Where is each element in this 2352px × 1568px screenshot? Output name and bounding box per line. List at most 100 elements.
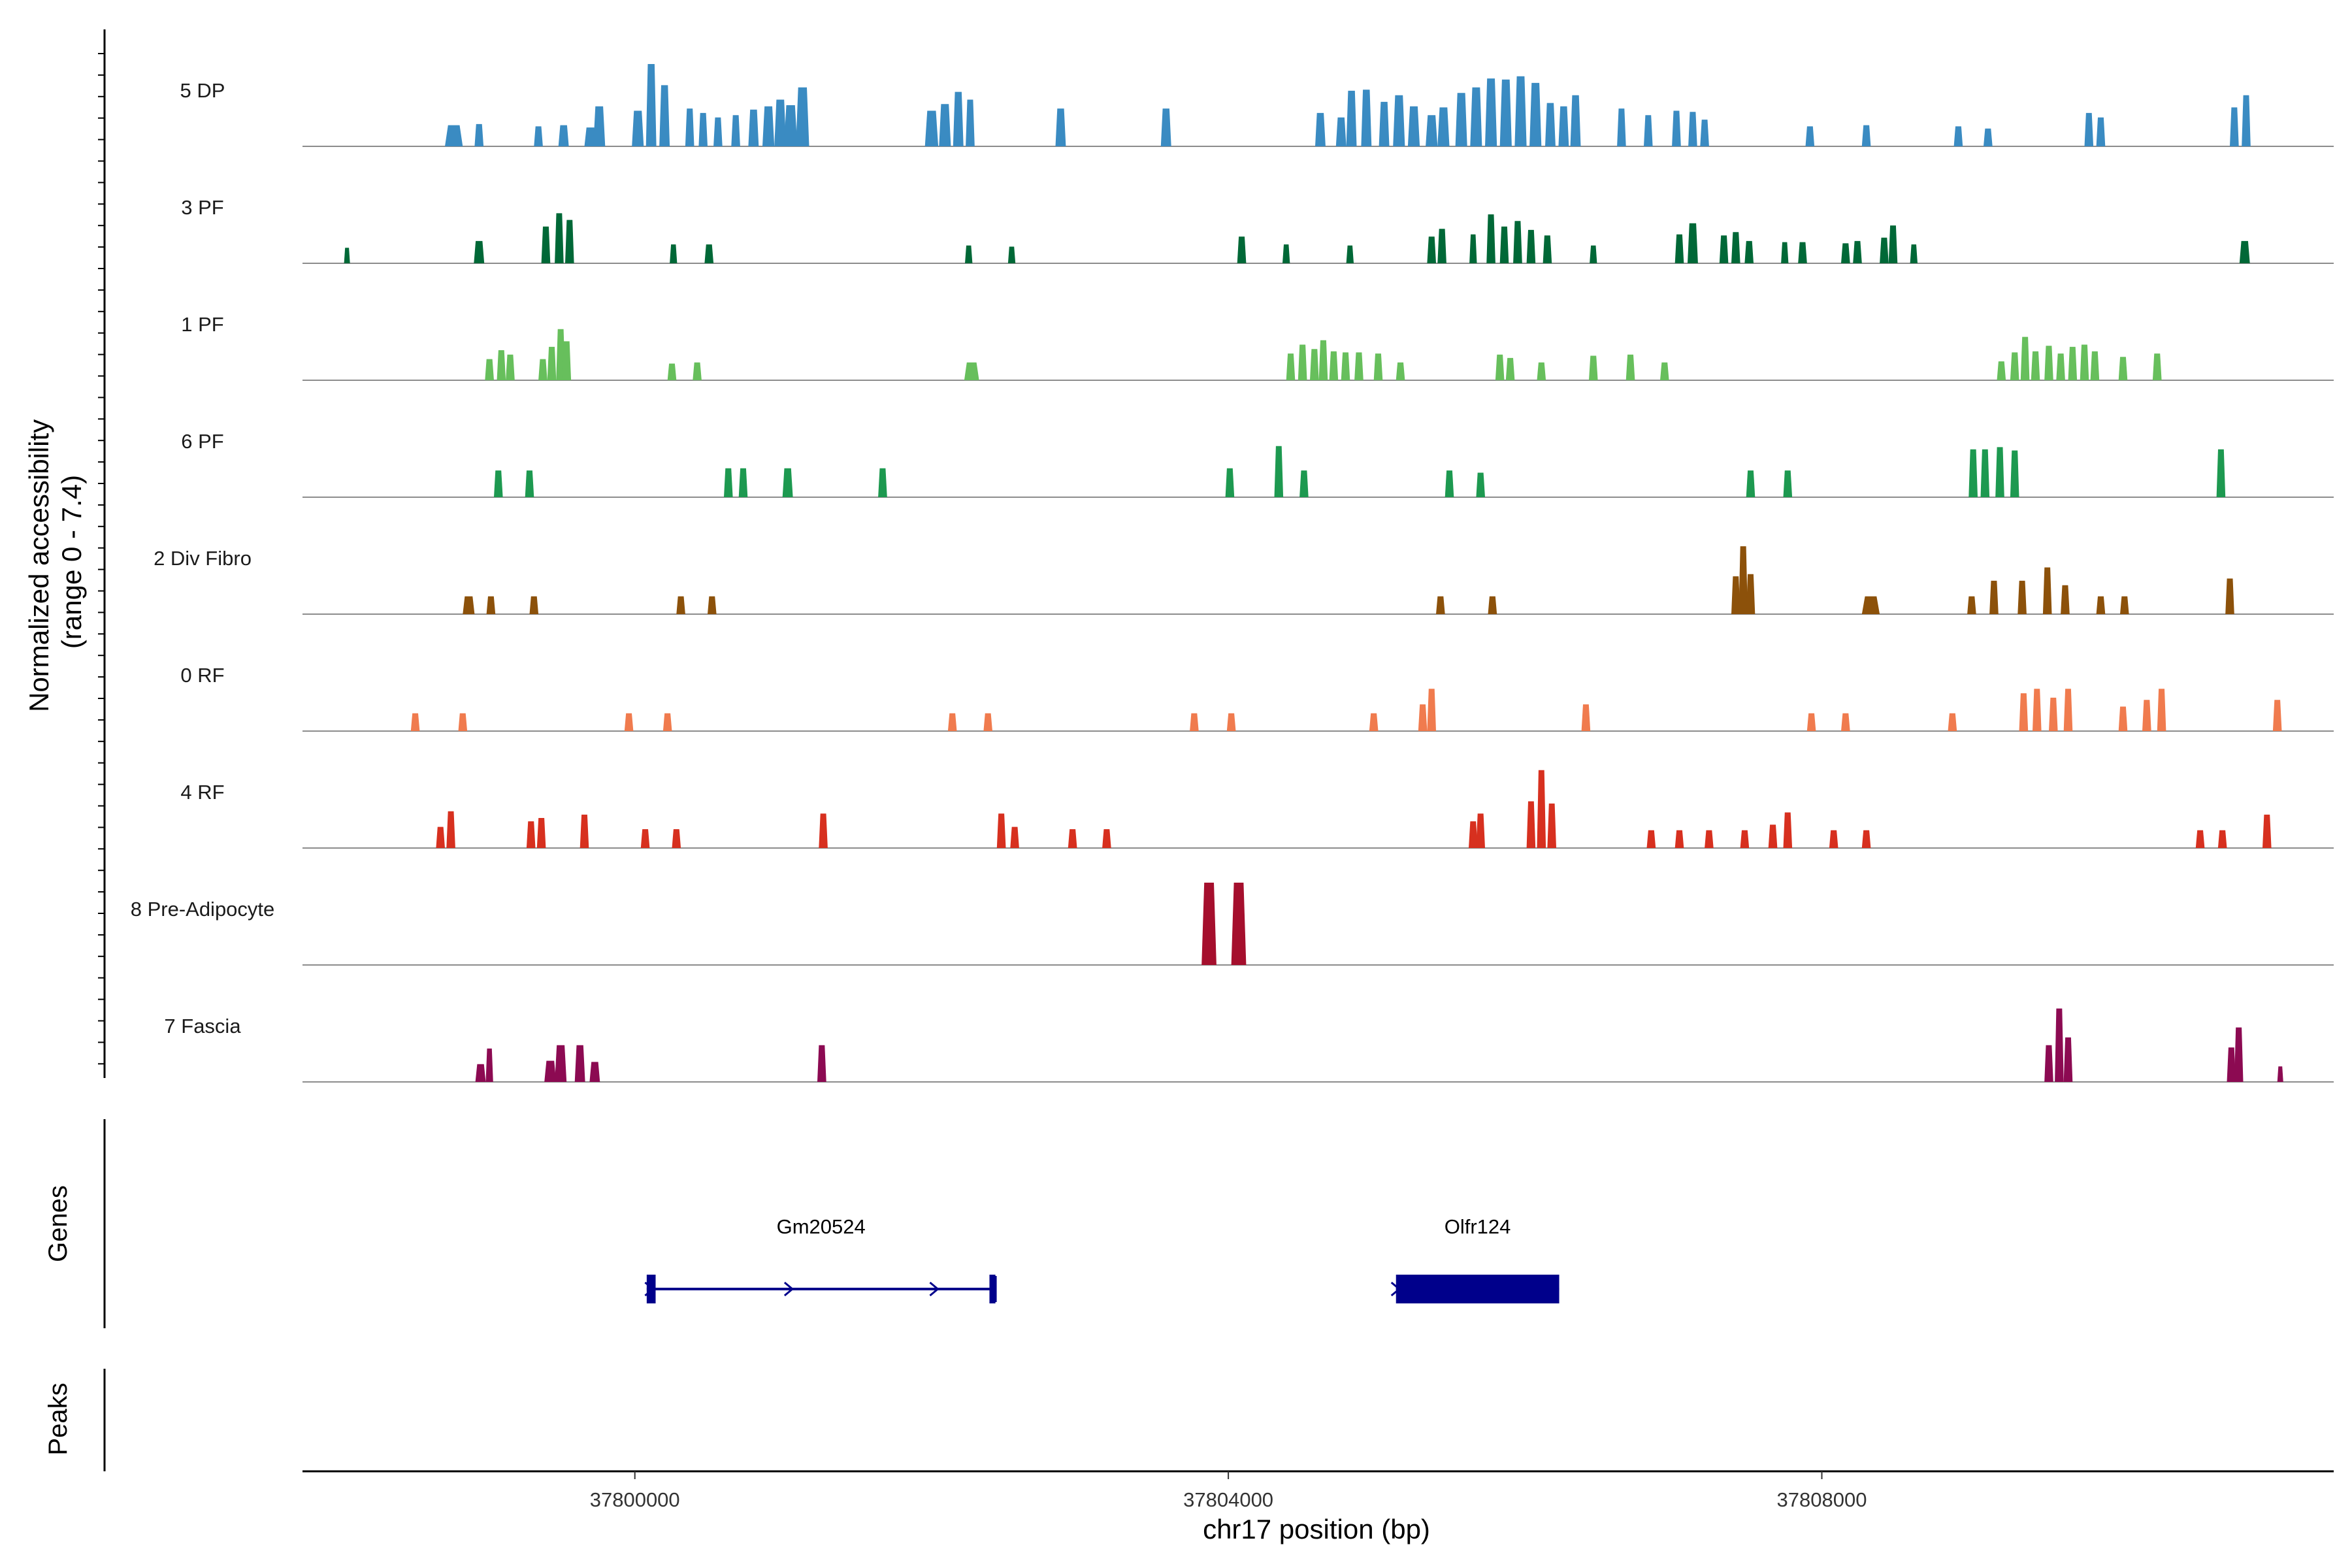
coverage-peak: [782, 468, 793, 497]
coverage-peak: [555, 1045, 567, 1082]
coverage-peak: [783, 105, 798, 146]
coverage-peak: [534, 126, 543, 146]
peaks-panel: Peaks: [44, 1369, 106, 1471]
coverage-peak: [1426, 115, 1438, 146]
genes-panel: Genes Gm20524 Olfr124: [44, 1119, 1560, 1328]
coverage-peak: [1543, 235, 1552, 263]
coverage-peak: [1488, 596, 1497, 614]
coverage-peak: [2063, 1037, 2073, 1082]
coverage-peak: [1888, 225, 1898, 263]
gene-label-gm20524: Gm20524: [777, 1215, 866, 1238]
track-1-pf: 1 PF: [181, 313, 2334, 381]
coverage-peak: [2049, 697, 2058, 731]
coverage-peak: [1190, 713, 1199, 731]
accessibility-axis-title-line1: Normalized accessibility: [24, 419, 54, 712]
position-axis-title: chr17 position (bp): [1203, 1514, 1430, 1544]
gene-strand-arrow: [1390, 1281, 1401, 1297]
coverage-peak: [1740, 830, 1750, 848]
coverage-peak: [1880, 237, 1889, 263]
coverage-peak: [1989, 580, 1999, 614]
coverage-peak: [1201, 883, 1217, 965]
coverage-peak: [1805, 126, 1815, 146]
coverage-peak: [953, 91, 964, 146]
coverage-peak: [708, 596, 717, 614]
coverage-peak: [485, 359, 494, 380]
coverage-peak: [819, 813, 828, 848]
peaks-panel-title: Peaks: [44, 1382, 73, 1455]
coverage-peak: [1526, 229, 1536, 263]
coverage-peak: [1318, 340, 1328, 380]
coverage-peak: [878, 468, 887, 497]
coverage-peak: [685, 108, 694, 146]
coverage-peak: [1298, 344, 1307, 380]
coverage-peak: [1829, 830, 1838, 848]
coverage-peak: [738, 468, 748, 497]
coverage-peak: [593, 106, 606, 146]
coverage-peak: [947, 713, 957, 731]
coverage-peak: [555, 213, 564, 263]
coverage-peak: [1226, 713, 1236, 731]
x-tick-label: 37800000: [590, 1488, 680, 1511]
coverage-peak: [1469, 234, 1477, 263]
coverage-peak: [2217, 830, 2227, 848]
coverage-peak: [1329, 351, 1339, 380]
coverage-peak: [1505, 357, 1515, 380]
coverage-peak: [1310, 349, 1319, 380]
track-7-fascia: 7 Fascia: [164, 1008, 2334, 1083]
coverage-peak: [1231, 883, 1247, 965]
coverage-peak: [1513, 221, 1522, 263]
coverage-peak: [2019, 693, 2029, 731]
coverage-peak: [1558, 106, 1569, 146]
coverage-peak: [632, 110, 644, 146]
coverage-peak: [2239, 240, 2250, 263]
coverage-peak: [2031, 351, 2040, 380]
coverage-peak: [2120, 596, 2129, 614]
coverage-peak: [724, 468, 733, 497]
coverage-peak: [2227, 1047, 2236, 1082]
track-label-3-pf: 3 PF: [181, 196, 223, 219]
genes-panel-title: Genes: [44, 1185, 73, 1262]
coverage-peak: [497, 350, 506, 380]
coverage-peak: [1361, 90, 1372, 146]
coverage-peak: [1719, 235, 1729, 263]
coverage-peak: [2234, 1027, 2244, 1082]
coverage-peak: [676, 596, 685, 614]
coverage-peak: [1589, 355, 1598, 380]
coverage-peak: [536, 818, 546, 848]
coverage-peak: [1617, 108, 1626, 146]
coverage-peak: [475, 1064, 486, 1082]
coverage-peak: [1369, 713, 1379, 731]
coverage-peak: [774, 99, 787, 146]
coverage-peak: [1948, 713, 1957, 731]
track-label-1-pf: 1 PF: [181, 313, 223, 336]
coverage-peak: [544, 1060, 557, 1082]
coverage-peak: [2056, 353, 2065, 380]
coverage-peak: [1068, 829, 1077, 848]
coverage-peak: [2225, 578, 2234, 614]
gene-exon: [646, 1275, 656, 1303]
coverage-peak: [1984, 128, 1993, 146]
coverage-peak: [2096, 117, 2106, 146]
coverage-peak: [2033, 689, 2042, 731]
coverage-peak: [1476, 472, 1485, 497]
coverage-peak: [2195, 830, 2205, 848]
coverage-peak: [463, 596, 475, 614]
coverage-peak: [2230, 107, 2239, 146]
coverage-peak: [525, 470, 534, 497]
gene-exon: [989, 1275, 996, 1303]
coverage-peak: [1547, 803, 1556, 848]
coverage-peak: [667, 363, 677, 380]
coverage-peak: [1700, 120, 1709, 146]
coverage-peak: [1346, 245, 1354, 263]
coverage-peak: [2262, 814, 2272, 848]
coverage-peak: [1437, 229, 1446, 263]
coverage-peak: [2042, 567, 2052, 614]
coverage-peak: [1910, 244, 1918, 263]
coverage-peak: [1861, 125, 1871, 146]
coverage-peak: [1744, 240, 1754, 263]
coverage-peak: [1841, 713, 1850, 731]
coverage-peak: [1455, 93, 1467, 146]
coverage-peak: [1731, 232, 1740, 263]
coverage-peak: [584, 127, 596, 146]
coverage-peak: [983, 713, 992, 731]
